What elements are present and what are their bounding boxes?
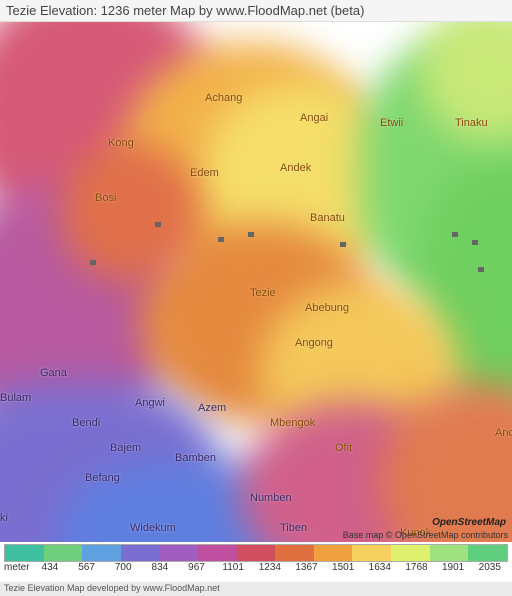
city-label: Bosi — [95, 192, 116, 204]
legend-value: 1634 — [361, 562, 398, 573]
title-bar: Tezie Elevation: 1236 meter Map by www.F… — [0, 0, 512, 22]
legend-swatch — [391, 545, 430, 561]
city-label: Azem — [198, 402, 226, 414]
city-label: Andek — [280, 162, 311, 174]
city-label: Abebung — [305, 302, 349, 314]
legend-value: 567 — [68, 562, 105, 573]
terrain-layer — [0, 22, 512, 542]
legend-value: 700 — [105, 562, 142, 573]
legend-swatch — [275, 545, 314, 561]
city-label: Kong — [108, 137, 134, 149]
legend-value: 1768 — [398, 562, 435, 573]
city-label: Edem — [190, 167, 219, 179]
city-label: Angwi — [135, 397, 165, 409]
legend-swatch — [198, 545, 237, 561]
pixel-spot — [155, 222, 161, 227]
osm-logo: OpenStreetMap — [432, 517, 506, 528]
city-label: Befang — [85, 472, 120, 484]
map-attribution: Base map © OpenStreetMap contributors — [343, 530, 508, 540]
legend-swatch — [82, 545, 121, 561]
city-label: Bendi — [72, 417, 100, 429]
legend-value: 834 — [142, 562, 179, 573]
elevation-legend: meter43456770083496711011234136715011634… — [0, 542, 512, 582]
page-title: Tezie Elevation: 1236 meter Map by www.F… — [6, 3, 364, 18]
legend-swatch — [159, 545, 198, 561]
legend-value: 1901 — [435, 562, 472, 573]
city-label: Angong — [295, 337, 333, 349]
city-label: Mbengok — [270, 417, 315, 429]
legend-swatch — [314, 545, 353, 561]
legend-value: 434 — [32, 562, 69, 573]
city-label: ki — [0, 512, 8, 524]
city-label: Banatu — [310, 212, 345, 224]
legend-unit: meter — [4, 562, 30, 573]
legend-value: 1234 — [252, 562, 289, 573]
city-label: Bajem — [110, 442, 141, 454]
legend-swatch — [237, 545, 276, 561]
pixel-spot — [472, 240, 478, 245]
city-label: Tezie — [250, 287, 276, 299]
footer-bar: Tezie Elevation Map developed by www.Flo… — [0, 582, 512, 596]
city-label: Anc — [495, 427, 512, 439]
pixel-spot — [478, 267, 484, 272]
legend-swatch — [352, 545, 391, 561]
city-label: Widekum — [130, 522, 176, 534]
legend-swatch — [468, 545, 507, 561]
city-label: Ofit — [335, 442, 352, 454]
footer-text: Tezie Elevation Map developed by www.Flo… — [4, 583, 220, 593]
legend-color-bar — [4, 544, 508, 562]
city-label: Tinaku — [455, 117, 488, 129]
city-label: Angai — [300, 112, 328, 124]
pixel-spot — [340, 242, 346, 247]
city-label: Bamben — [175, 452, 216, 464]
legend-labels: meter43456770083496711011234136715011634… — [0, 562, 512, 573]
city-label: Achang — [205, 92, 242, 104]
pixel-spot — [218, 237, 224, 242]
map-area[interactable]: Achang Angai Etwii Tinaku Kong Edem Andek Bosi B… — [0, 22, 512, 542]
city-label: Tiben — [280, 522, 307, 534]
pixel-spot — [452, 232, 458, 237]
city-label: Etwii — [380, 117, 403, 129]
legend-swatch — [430, 545, 469, 561]
legend-swatch — [44, 545, 83, 561]
legend-swatch — [5, 545, 44, 561]
pixel-spot — [248, 232, 254, 237]
city-label: Gana — [40, 367, 67, 379]
legend-value: 1101 — [215, 562, 252, 573]
pixel-spot — [90, 260, 96, 265]
legend-value: 1501 — [325, 562, 362, 573]
city-label: Bulam — [0, 392, 31, 404]
legend-value: 967 — [178, 562, 215, 573]
legend-swatch — [121, 545, 160, 561]
city-label: Numben — [250, 492, 292, 504]
legend-value: 1367 — [288, 562, 325, 573]
legend-value: 2035 — [471, 562, 508, 573]
